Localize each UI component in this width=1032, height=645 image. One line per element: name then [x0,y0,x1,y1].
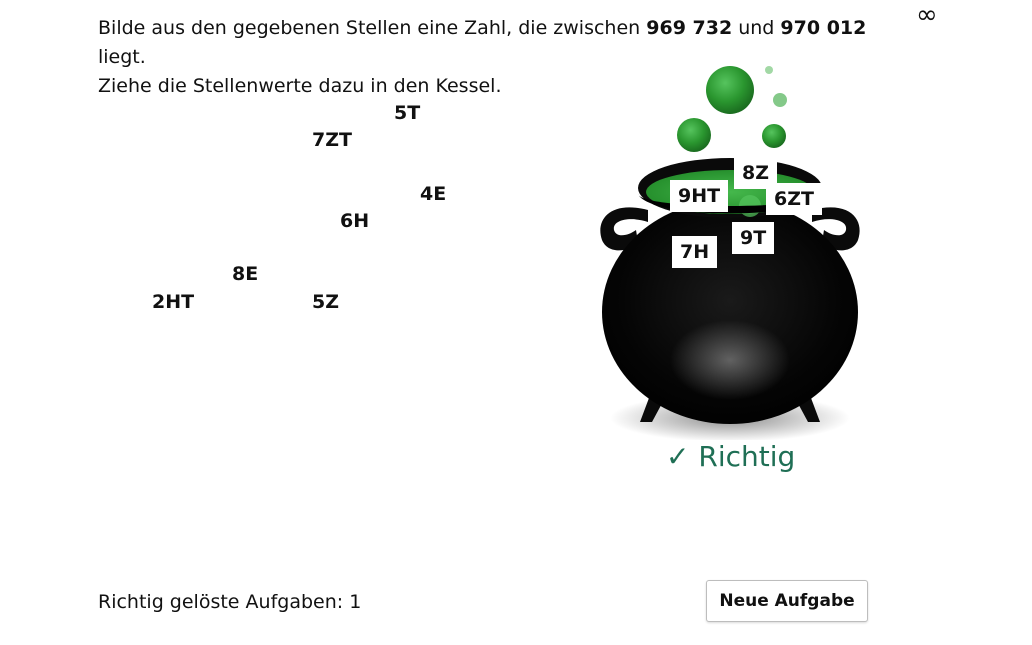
task-instruction: Bilde aus den gegebenen Stellen eine Zah… [98,14,918,101]
infinity-icon[interactable]: ∞ [916,0,938,30]
cauldron-image [600,66,860,440]
cauldron-shine [670,320,790,400]
kessel-tile-7h[interactable]: 7H [672,236,718,268]
score-value: 1 [349,591,362,613]
task-text-line2: Ziehe die Stellenwerte dazu in den Kesse… [98,75,502,97]
lower-bound: 969 732 [646,17,733,39]
upper-bound: 970 012 [780,17,867,39]
kessel-tile-9ht[interactable]: 9HT [670,180,729,212]
tile-7zt[interactable]: 7ZT [306,125,358,155]
tile-5t[interactable]: 5T [388,98,427,128]
tile-2ht[interactable]: 2HT [146,287,201,317]
cauldron-body [602,200,858,424]
task-text-middle: und [732,17,781,39]
score-display: Richtig gelöste Aufgaben: 1 [98,591,361,613]
score-label: Richtig gelöste Aufgaben: [98,591,350,613]
bubble [762,124,786,148]
tile-5z[interactable]: 5Z [306,287,345,317]
task-text-suffix: liegt. [98,46,146,68]
bubble [773,93,787,107]
tile-6h[interactable]: 6H [334,206,376,236]
bubble [706,66,754,114]
feedback-correct: ✓ Richtig [666,440,795,473]
kessel-tile-8z[interactable]: 8Z [734,157,777,189]
feedback-text: Richtig [698,440,796,473]
kessel-tile-9t[interactable]: 9T [732,222,775,254]
tile-4e[interactable]: 4E [414,179,453,209]
bubble [677,118,711,152]
tile-8e[interactable]: 8E [226,259,265,289]
new-task-button[interactable]: Neue Aufgabe [706,580,868,622]
bubble [765,66,773,74]
kessel-tile-6zt[interactable]: 6ZT [766,183,822,215]
check-icon: ✓ [666,440,690,473]
task-text-prefix: Bilde aus den gegebenen Stellen eine Zah… [98,17,647,39]
